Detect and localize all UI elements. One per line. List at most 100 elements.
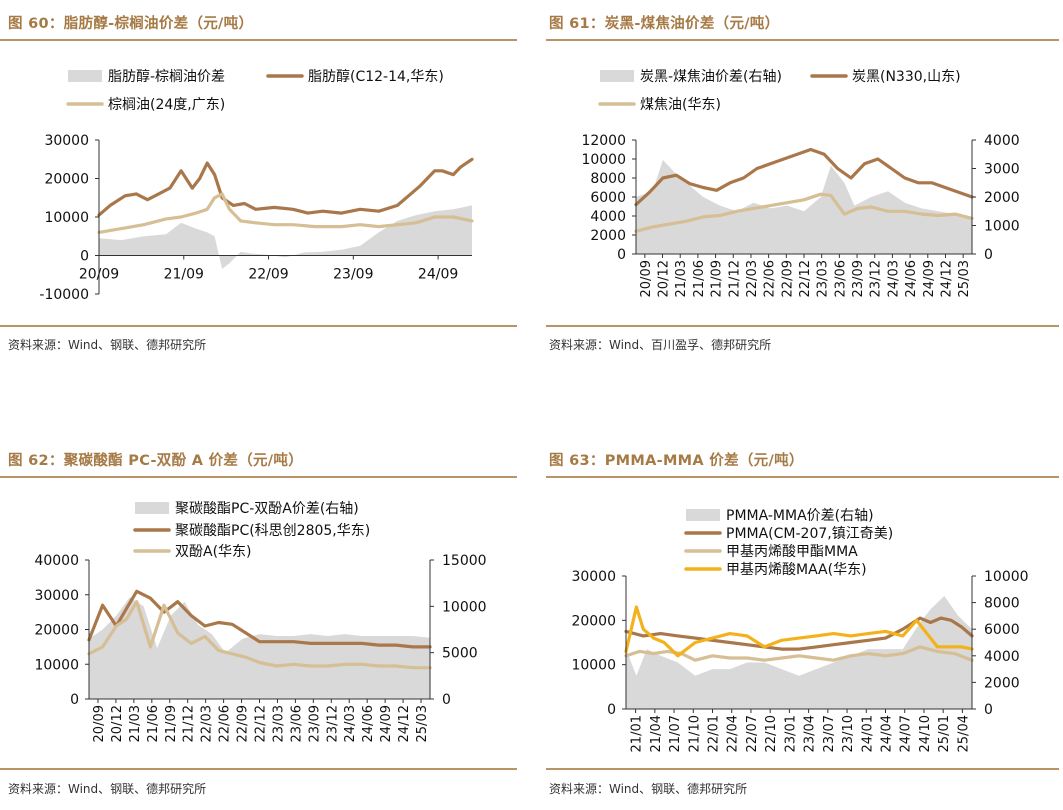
x-tick-label-1: 21/12 <box>727 260 742 297</box>
x-tick-label-0: 20/09 <box>79 267 119 283</box>
y-tick-label-right-1: 2000 <box>984 190 1020 206</box>
x-tick-label-1: 24/09 <box>922 260 937 297</box>
line-series-0-1 <box>97 157 474 217</box>
x-tick-label-2: 24/12 <box>397 705 412 742</box>
y-tick-label-left-2: 0 <box>70 692 79 708</box>
title-rule-60 <box>0 39 517 41</box>
legend-swatch-3 <box>686 509 720 521</box>
source-rule-61 <box>546 325 1059 327</box>
x-tick-label-1: 22/09 <box>780 260 795 297</box>
y-tick-label-right-1: 4000 <box>984 133 1020 149</box>
y-tick-label-right-2: 15000 <box>442 553 487 569</box>
y-tick-label-left-1: 6000 <box>590 190 626 206</box>
x-tick-label-1: 20/12 <box>657 260 672 297</box>
legend-label-2: 聚碳酸酯PC-双酚A价差(右轴) <box>175 501 359 517</box>
title-rule-62 <box>0 476 517 478</box>
legend-swatch-1 <box>600 70 634 82</box>
x-tick-label-3: 21/07 <box>668 715 683 752</box>
x-tick-label-2: 23/12 <box>325 705 340 742</box>
x-tick-label-3: 21/04 <box>649 715 664 752</box>
y-tick-label-left-3: 10000 <box>571 658 616 674</box>
x-tick-label-3: 24/01 <box>860 715 875 752</box>
y-tick-label-left-3: 20000 <box>571 613 616 629</box>
x-tick-label-2: 24/06 <box>361 705 376 742</box>
y-tick-label-right-3: 8000 <box>984 596 1020 612</box>
x-tick-label-1: 22/03 <box>745 260 760 297</box>
x-tick-label-2: 21/09 <box>164 705 179 742</box>
y-tick-label-left-3: 30000 <box>571 569 616 585</box>
line-series-0-2 <box>97 192 474 234</box>
x-tick-label-1: 23/09 <box>851 260 866 297</box>
x-tick-label-2: 22/03 <box>200 705 215 742</box>
area-series-0 <box>99 205 472 269</box>
y-tick-label-left-0: 20000 <box>44 172 89 188</box>
x-tick-label-1: 25/03 <box>957 260 972 297</box>
x-tick-label-2: 20/09 <box>92 705 107 742</box>
x-tick-label-2: 23/06 <box>289 705 304 742</box>
legend-label-3: PMMA(CM-207,镇江奇美) <box>726 525 893 542</box>
x-tick-label-2: 22/06 <box>218 705 233 742</box>
chart-title-61: 图 61：炭黑-煤焦油价差（元/吨） <box>549 16 780 32</box>
x-tick-label-2: 23/09 <box>307 705 322 742</box>
x-tick-label-3: 24/10 <box>918 715 933 752</box>
legend-label-0: 脂肪醇-棕榈油价差 <box>108 68 225 85</box>
x-tick-label-3: 25/04 <box>956 715 971 752</box>
title-rule-61 <box>546 39 1059 41</box>
x-tick-label-3: 23/10 <box>841 715 856 752</box>
legend-label-3: 甲基丙烯酸甲酯MMA <box>726 543 858 560</box>
x-tick-label-2: 21/06 <box>146 705 161 742</box>
source-rule-60 <box>0 325 517 327</box>
y-tick-label-left-1: 8000 <box>590 171 626 187</box>
area-series-3 <box>626 596 972 709</box>
y-tick-label-right-3: 10000 <box>984 569 1029 585</box>
legend-label-1: 炭黑-煤焦油价差(右轴) <box>640 69 782 85</box>
x-tick-label-3: 22/07 <box>745 715 760 752</box>
legend-label-2: 聚碳酸酯PC(科思创2805,华东) <box>175 523 370 539</box>
legend-label-1: 煤焦油(华东) <box>640 97 721 113</box>
chart-title-62: 图 62：聚碳酸酯 PC-双酚 A 价差（元/吨） <box>8 453 304 469</box>
y-tick-label-left-0: -10000 <box>39 287 89 303</box>
x-tick-label-3: 23/07 <box>822 715 837 752</box>
y-tick-label-right-2: 10000 <box>442 599 487 615</box>
y-tick-label-left-1: 2000 <box>590 228 626 244</box>
x-tick-label-1: 21/09 <box>710 260 725 297</box>
source-note-61: 资料来源：Wind、百川盈孚、德邦研究所 <box>549 338 772 352</box>
x-tick-label-1: 21/06 <box>692 260 707 297</box>
x-tick-label-0: 24/09 <box>418 267 458 283</box>
y-tick-label-right-2: 5000 <box>442 646 478 662</box>
source-note-62: 资料来源：Wind、钢联、德邦研究所 <box>8 782 207 796</box>
x-tick-label-1: 21/03 <box>674 260 689 297</box>
x-tick-label-3: 24/04 <box>880 715 895 752</box>
line-series-3-3 <box>624 605 974 658</box>
line-series-2-2 <box>87 600 432 670</box>
x-tick-label-2: 23/03 <box>271 705 286 742</box>
y-tick-label-left-1: 12000 <box>581 133 626 149</box>
x-tick-label-2: 24/09 <box>379 705 394 742</box>
x-tick-label-2: 21/12 <box>182 705 197 742</box>
line-series-1-2 <box>634 192 974 233</box>
x-tick-label-2: 21/03 <box>128 705 143 742</box>
chart-title-63: 图 63：PMMA-MMA 价差（元/吨） <box>549 453 804 469</box>
x-tick-label-1: 20/09 <box>639 260 654 297</box>
x-tick-label-0: 21/09 <box>164 267 204 283</box>
x-tick-label-3: 25/01 <box>937 715 952 752</box>
line-series-2-1 <box>87 589 432 649</box>
legend-label-2: 双酚A(华东) <box>175 544 252 560</box>
source-note-60: 资料来源：Wind、钢联、德邦研究所 <box>8 338 207 352</box>
x-tick-label-1: 23/03 <box>816 260 831 297</box>
source-rule-62 <box>0 768 517 770</box>
line-series-3-1 <box>624 616 974 651</box>
y-tick-label-left-0: 0 <box>80 249 89 265</box>
legend-label-0: 脂肪醇(C12-14,华东) <box>308 68 444 85</box>
x-tick-label-2: 25/03 <box>415 705 430 742</box>
y-tick-label-right-1: 1000 <box>984 219 1020 235</box>
y-tick-label-left-3: 0 <box>607 702 616 718</box>
x-tick-label-3: 24/07 <box>899 715 914 752</box>
x-tick-label-0: 22/09 <box>248 267 288 283</box>
source-rule-63 <box>546 768 1059 770</box>
source-note-63: 资料来源：Wind、钢联、德邦研究所 <box>549 782 748 796</box>
y-tick-label-left-1: 0 <box>617 247 626 263</box>
x-tick-label-1: 24/06 <box>904 260 919 297</box>
x-tick-label-0: 23/09 <box>333 267 373 283</box>
